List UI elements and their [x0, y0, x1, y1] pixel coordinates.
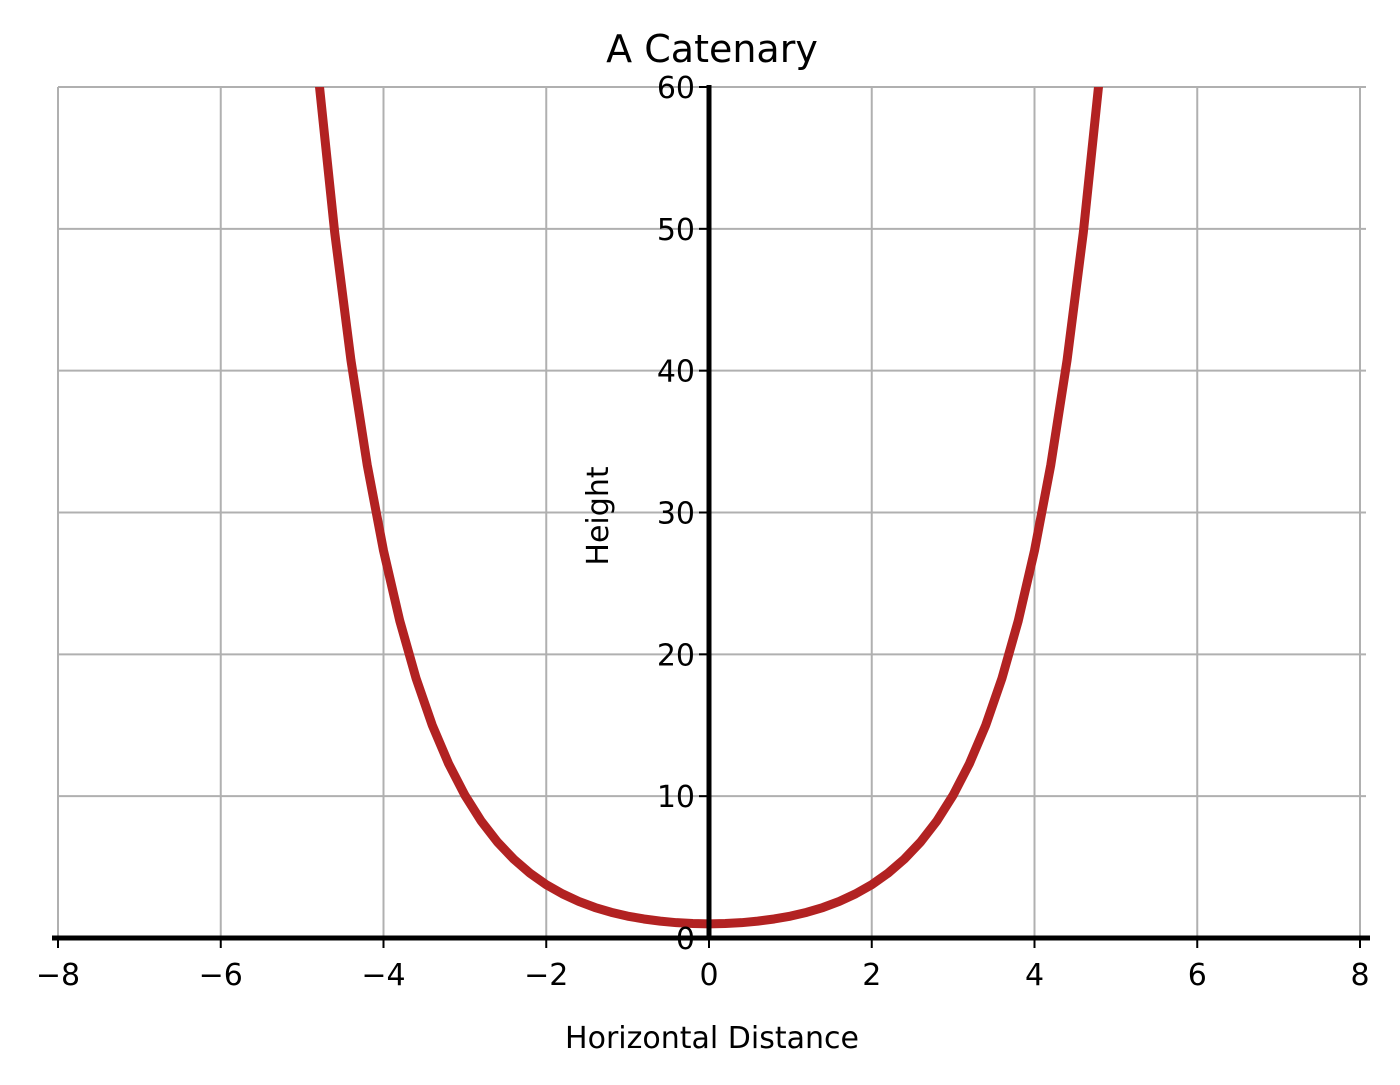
tick-labels: −8 −6 −4 −2 0 2 4 6 8 0 10 20 30 40 50 60	[36, 71, 1370, 993]
axes	[52, 85, 1370, 948]
x-tick-label: −2	[524, 958, 568, 993]
x-tick-label: −6	[199, 958, 243, 993]
y-axis-label: Height	[581, 466, 616, 565]
y-tick-label: 40	[657, 355, 695, 390]
y-tick-label: 50	[657, 213, 695, 248]
chart-title: A Catenary	[606, 27, 818, 71]
y-tick-label: 20	[657, 638, 695, 673]
x-tick-label: 2	[862, 958, 881, 993]
x-tick-label: −8	[36, 958, 80, 993]
y-tick-label: 0	[676, 922, 695, 957]
x-tick-label: 6	[1188, 958, 1207, 993]
x-tick-label: −4	[361, 958, 405, 993]
grid	[57, 86, 1366, 939]
x-axis-label: Horizontal Distance	[565, 1021, 859, 1056]
x-tick-label: 8	[1350, 958, 1369, 993]
y-tick-label: 60	[657, 71, 695, 106]
x-tick-label: 4	[1025, 958, 1044, 993]
y-tick-label: 10	[657, 780, 695, 815]
y-tick-label: 30	[657, 497, 695, 532]
x-tick-label: 0	[699, 958, 718, 993]
